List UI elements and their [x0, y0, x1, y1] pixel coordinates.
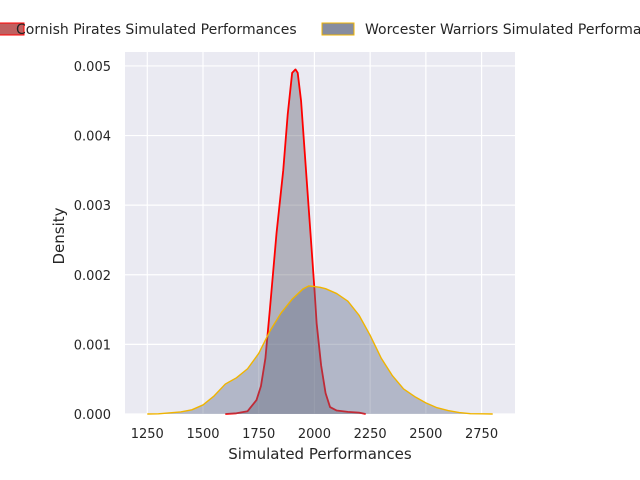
- x-axis-label: Simulated Performances: [228, 445, 412, 463]
- grid-lines: [125, 52, 515, 415]
- legend: Cornish Pirates Simulated Performances Wo…: [0, 22, 640, 38]
- series-layer: [147, 68, 493, 415]
- y-tick-label: 0.004: [74, 130, 111, 145]
- legend-label: Cornish Pirates Simulated Performances: [16, 22, 297, 38]
- x-tick-label: 2250: [354, 427, 387, 442]
- y-tick-label: 0.003: [74, 199, 111, 214]
- density-area-1: [147, 285, 493, 414]
- density-area-0: [225, 69, 366, 415]
- x-tick-label: 1250: [131, 427, 164, 442]
- y-tick-label: 0.001: [74, 338, 111, 353]
- x-tick-label: 1750: [242, 427, 275, 442]
- density-line-0: [225, 68, 366, 415]
- x-tick-label: 2000: [298, 427, 331, 442]
- x-tick-label: 2500: [409, 427, 442, 442]
- y-tick-label: 0.002: [74, 269, 111, 284]
- y-tick-label: 0.000: [74, 408, 111, 423]
- tick-labels: 1250 1500 1750 2000 2250 2500 2750 0.000 0.001 0.…: [74, 60, 498, 442]
- x-tick-label: 2750: [465, 427, 498, 442]
- y-tick-label: 0.005: [74, 60, 111, 75]
- legend-label: Worcester Warriors Simulated Performance…: [365, 22, 640, 38]
- y-axis-label: Density: [50, 207, 68, 264]
- legend-swatch: [321, 22, 355, 36]
- legend-swatch: [0, 22, 25, 36]
- density-line-1: [147, 285, 493, 415]
- x-tick-label: 1500: [186, 427, 219, 442]
